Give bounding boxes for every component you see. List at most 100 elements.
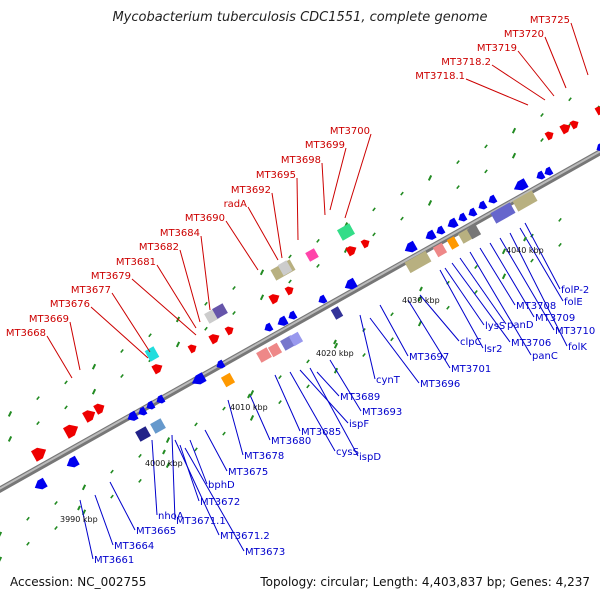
genome-stats-text: Topology: circular; Length: 4,403,837 bp… (260, 575, 590, 589)
gene-label[interactable]: MT3673 (245, 547, 285, 558)
gene-label[interactable]: MT3690 (185, 213, 225, 224)
gene-arrow[interactable] (345, 246, 356, 256)
gene-arrow[interactable] (265, 323, 274, 332)
gene-arrow[interactable] (289, 311, 298, 320)
scale-tick (9, 411, 11, 416)
gene-label[interactable]: MT3696 (420, 379, 460, 390)
gene-arrow[interactable] (559, 124, 570, 134)
scale-tick (223, 432, 225, 435)
scale-tick (485, 145, 487, 148)
gene-label[interactable]: MT3692 (231, 185, 271, 196)
gene-label[interactable]: MT3706 (511, 338, 551, 349)
gene-arrow[interactable] (448, 218, 459, 228)
gene-arrow[interactable] (268, 294, 279, 304)
gene-arrow[interactable] (225, 327, 234, 336)
gene-label[interactable]: folK (568, 342, 587, 353)
gene-arrow[interactable] (545, 132, 554, 141)
gene-label[interactable]: MT3708 (516, 301, 556, 312)
gene-arrow[interactable] (35, 478, 48, 490)
gene-arrow[interactable] (537, 171, 546, 180)
gene-arrow[interactable] (221, 373, 235, 387)
label-leader-line (360, 315, 375, 379)
gene-arrow[interactable] (93, 404, 104, 415)
gene-label[interactable]: MT3719 (477, 43, 517, 54)
gene-label[interactable]: MT3718.1 (415, 71, 465, 82)
gene-label[interactable]: MT3661 (94, 555, 134, 566)
scale-tick (149, 334, 151, 337)
gene-arrow[interactable] (319, 295, 328, 304)
gene-arrow[interactable] (145, 346, 160, 361)
scale-tick (419, 321, 421, 326)
gene-arrow[interactable] (361, 240, 370, 249)
gene-label[interactable]: MT3681 (116, 257, 156, 268)
gene-label[interactable]: MT3693 (362, 407, 402, 418)
gene-label[interactable]: radA (224, 199, 248, 210)
gene-label[interactable]: MT3668 (6, 328, 46, 339)
gene-arrow[interactable] (208, 334, 219, 344)
gene-arrow[interactable] (82, 410, 95, 423)
gene-label[interactable]: MT3682 (139, 242, 179, 253)
gene-label[interactable]: MT3678 (244, 451, 284, 462)
gene-label[interactable]: MT3669 (29, 314, 69, 325)
gene-arrow[interactable] (188, 345, 197, 354)
label-leader-line (445, 268, 484, 325)
gene-arrow[interactable] (459, 213, 468, 222)
gene-label[interactable]: MT3676 (50, 299, 90, 310)
gene-arrow[interactable] (469, 208, 478, 217)
gene-label[interactable]: panC (532, 351, 558, 362)
gene-label[interactable]: MT3701 (451, 364, 491, 375)
gene-arrow[interactable] (305, 248, 319, 262)
gene-label[interactable]: folE (564, 297, 583, 308)
gene-arrow[interactable] (437, 226, 446, 235)
gene-arrow[interactable] (278, 316, 289, 326)
gene-label[interactable]: MT3698 (281, 155, 321, 166)
gene-label[interactable]: MT3720 (504, 29, 544, 40)
gene-label[interactable]: MT3664 (114, 541, 154, 552)
label-leader-line (518, 51, 554, 96)
gene-label[interactable]: MT3665 (136, 526, 176, 537)
gene-arrow[interactable] (489, 195, 498, 204)
gene-label[interactable]: MT3685 (301, 427, 341, 438)
gene-arrow[interactable] (595, 107, 600, 116)
gene-arrow[interactable] (597, 143, 600, 152)
gene-arrow[interactable] (545, 167, 554, 176)
scale-tick (429, 200, 431, 205)
gene-arrow[interactable] (514, 178, 529, 190)
gene-label[interactable]: lsr2 (484, 344, 502, 355)
gene-arrow[interactable] (150, 418, 166, 433)
gene-arrow[interactable] (31, 448, 46, 462)
gene-label[interactable]: folP-2 (561, 285, 589, 296)
gene-label[interactable]: MT3699 (305, 140, 345, 151)
gene-arrow[interactable] (285, 287, 294, 296)
label-leader-line (545, 37, 566, 88)
gene-label[interactable]: MT3689 (340, 392, 380, 403)
gene-label[interactable]: MT3684 (160, 228, 200, 239)
gene-label[interactable]: MT3718.2 (441, 57, 491, 68)
scale-tick (513, 128, 515, 133)
gene-arrow[interactable] (331, 306, 343, 320)
gene-label[interactable]: MT3675 (228, 467, 268, 478)
gene-arrow[interactable] (63, 425, 78, 439)
gene-label[interactable]: cynT (376, 375, 401, 386)
gene-arrow[interactable] (570, 121, 579, 130)
gene-label[interactable]: ispD (359, 452, 381, 463)
gene-arrow[interactable] (151, 364, 162, 374)
gene-arrow[interactable] (67, 456, 80, 468)
gene-arrow[interactable] (135, 426, 151, 441)
gene-label[interactable]: MT3672 (200, 497, 240, 508)
gene-label[interactable]: MT3695 (256, 170, 296, 181)
gene-arrow[interactable] (337, 223, 355, 240)
gene-label[interactable]: MT3677 (71, 285, 111, 296)
gene-label[interactable]: bphD (208, 480, 235, 491)
gene-label[interactable]: MT3710 (555, 326, 595, 337)
gene-label[interactable]: MT3700 (330, 126, 370, 137)
gene-label[interactable]: MT3671.1 (176, 516, 226, 527)
gene-arrow[interactable] (405, 241, 418, 253)
gene-arrow[interactable] (479, 201, 488, 210)
gene-label[interactable]: lysS (485, 321, 505, 332)
gene-label[interactable]: MT3679 (91, 271, 131, 282)
gene-arrow[interactable] (426, 230, 437, 240)
gene-label[interactable]: ispF (349, 419, 369, 430)
gene-label[interactable]: MT3725 (530, 15, 570, 26)
gene-label[interactable]: MT3671.2 (220, 531, 270, 542)
